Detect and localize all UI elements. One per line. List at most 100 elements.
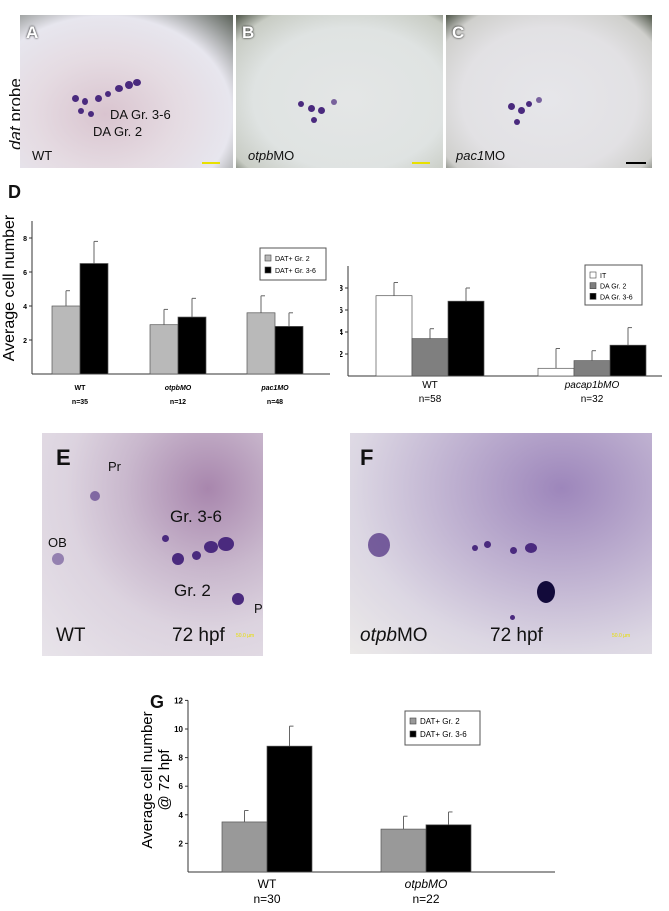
y-tick-label: 8 (179, 754, 184, 763)
chart-d-right: 2 4 6 8 WT n=58 pacap1bMO n=32 IT DA Gr. 2 DA Gr. … (340, 264, 662, 405)
n-label: n=12 (170, 399, 186, 405)
condition-label: WT (56, 625, 86, 646)
bar-it (375, 295, 413, 377)
panel-f-image: F otpbMO 72 hpf 50.0 µm (350, 433, 652, 654)
y-tick-label: 4 (179, 811, 184, 820)
y-tick-label: 4 (340, 328, 344, 337)
category-label: WT (422, 380, 438, 391)
bar-dat-gr-2 (51, 305, 81, 375)
condition-italic: otpb (248, 148, 274, 163)
label-prl: PRL (254, 601, 263, 616)
condition-label: WT (32, 148, 53, 163)
panel-f-letter: F (360, 445, 374, 470)
y-tick-label: 8 (23, 236, 27, 243)
category-label: otpbMO (165, 385, 192, 392)
label-pr: Pr (108, 459, 121, 474)
legend-box (259, 247, 327, 281)
panel-g-letter: G (150, 692, 165, 712)
bar-da-gr-2 (573, 360, 611, 377)
legend-swatch (589, 271, 597, 279)
n-label: n=48 (267, 399, 283, 405)
condition-label: otpbMO (360, 625, 428, 647)
condition-label: pac1MO (456, 148, 505, 163)
stage-label: 72 hpf (490, 625, 543, 646)
condition-label: otpbMO (248, 148, 294, 163)
scale-bar (626, 162, 646, 164)
y-tick-label: 8 (340, 284, 344, 293)
bar-dat-gr-2 (149, 324, 179, 375)
bar-dat-gr-2 (221, 821, 268, 873)
n-label: n=35 (72, 399, 88, 405)
y-tick-label: 2 (179, 839, 184, 848)
stage-label: 72 hpf (172, 625, 225, 646)
n-label: n=58 (419, 394, 442, 405)
label-da-gr2: DA Gr. 2 (93, 124, 143, 139)
n-label: n=30 (253, 892, 280, 906)
condition-rest: MO (484, 148, 506, 163)
bar-it (537, 367, 575, 377)
legend-label: DA Gr. 2 (600, 284, 627, 291)
panel-a-image: A DA Gr. 3-6 DA Gr. 2 WT (20, 15, 233, 168)
legend-swatch (264, 266, 272, 274)
bar-dat-gr-3-6 (425, 824, 472, 873)
legend-box (404, 710, 481, 746)
label-da-gr36: DA Gr. 3-6 (110, 107, 171, 122)
panel-e-letter: E (56, 445, 71, 470)
y-tick-label: 6 (179, 782, 184, 791)
label-ob: OB (48, 535, 67, 550)
category-label: pacap1bMO (564, 380, 620, 391)
panel-b-image: B otpbMO (236, 15, 443, 168)
legend-label: DAT+ Gr. 2 (420, 717, 460, 726)
y-tick-label: 2 (340, 350, 344, 359)
y-axis-label: Average cell number (1, 214, 18, 361)
condition-italic: otpb (360, 625, 397, 646)
legend-label: DA Gr. 3-6 (600, 294, 633, 301)
scale-bar (202, 162, 220, 164)
legend-label: DAT+ Gr. 2 (275, 256, 310, 263)
condition-italic: pac1 (456, 148, 485, 163)
y-tick-label: 10 (174, 725, 183, 734)
legend-swatch (589, 282, 597, 289)
legend-label: DAT+ Gr. 3-6 (275, 268, 316, 275)
y-axis-label: Average cell number (139, 711, 156, 848)
y-tick-label: 6 (23, 270, 27, 277)
bar-dat-gr-3-6 (177, 316, 207, 375)
label-gr36: Gr. 3-6 (170, 507, 222, 526)
scale-bar-label: 50.0 µm (612, 633, 631, 639)
category-label: pac1MO (260, 385, 289, 392)
legend-swatch (409, 717, 417, 725)
bar-dat-gr-3-6 (79, 263, 109, 375)
legend-swatch (409, 730, 417, 738)
n-label: n=32 (581, 394, 604, 405)
legend-swatch (589, 293, 597, 300)
legend-label: IT (600, 273, 607, 280)
scale-bar (412, 162, 430, 164)
panel-c-letter: C (452, 23, 465, 42)
legend-label: DAT+ Gr. 3-6 (420, 730, 467, 739)
category-label: otpbMO (405, 877, 448, 891)
scale-bar-label: 50.0 µm (236, 633, 255, 639)
legend-swatch (264, 254, 272, 262)
y-tick-label: 12 (174, 696, 183, 705)
panel-e-image: E Pr OB Gr. 3-6 Gr. 2 PRL WT 72 hpf 50.0… (42, 433, 263, 656)
bar-dat-gr-2 (246, 312, 276, 375)
y-tick-label: 4 (23, 304, 27, 311)
y-axis-label-line2: @ 72 hpf (156, 749, 173, 811)
category-label: WT (75, 385, 87, 392)
category-label: WT (258, 877, 277, 891)
chart-d-left: 2 4 6 8 WT n=35 otpbMO n=12 pac1MO n=48 Average ce… (1, 214, 330, 405)
y-tick-label: 2 (23, 338, 27, 345)
bar-dat-gr-2 (380, 828, 427, 873)
bar-da-gr-2 (411, 338, 449, 377)
panel-d-letter: D (8, 182, 21, 202)
y-tick-label: 6 (340, 306, 344, 315)
panel-b-letter: B (242, 23, 255, 42)
condition-rest: MO (396, 625, 428, 646)
panel-a-letter: A (26, 23, 39, 42)
bar-dat-gr-3-6 (266, 745, 313, 873)
bar-da-gr-3-6 (609, 344, 647, 377)
label-gr2: Gr. 2 (174, 581, 211, 600)
condition-rest: MO (273, 148, 295, 163)
